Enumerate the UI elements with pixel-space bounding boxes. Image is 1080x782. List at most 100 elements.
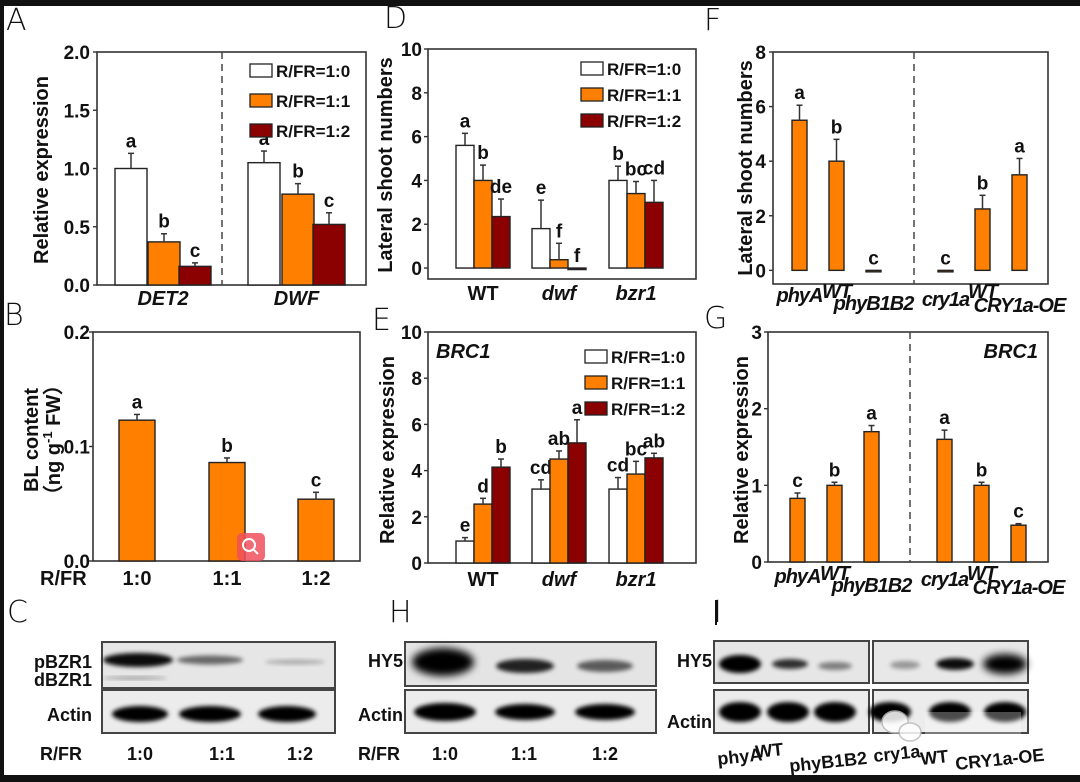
legend-swatch bbox=[249, 63, 273, 78]
x-category-label: bzr1 bbox=[615, 283, 656, 305]
bar bbox=[974, 208, 991, 272]
y-axis-unit-post: FW） bbox=[42, 375, 65, 432]
significance-letter: b bbox=[977, 173, 989, 194]
y-tick-label: 0 bbox=[755, 261, 766, 282]
legend-label: R/FR=1:2 bbox=[611, 400, 685, 419]
bar bbox=[789, 497, 806, 563]
panel-label-A: A bbox=[6, 3, 27, 38]
x-category-label: WT bbox=[820, 563, 852, 585]
lane-label: 1:2 bbox=[592, 744, 618, 764]
bar bbox=[973, 484, 990, 563]
significance-letter: b bbox=[292, 162, 304, 183]
bar bbox=[549, 458, 569, 564]
y-tick-label: 0.2 bbox=[64, 323, 90, 344]
x-category-label: phyB1B2 bbox=[831, 575, 913, 597]
significance-letter: a bbox=[939, 408, 950, 429]
bar bbox=[626, 192, 646, 269]
x-category-label: 1:2 bbox=[302, 568, 331, 590]
bar bbox=[178, 265, 212, 286]
significance-letter: b bbox=[158, 212, 170, 233]
blot-band bbox=[929, 702, 971, 722]
legend-label: R/FR=1:0 bbox=[607, 60, 681, 79]
y-tick-label: 2 bbox=[411, 215, 422, 236]
bar bbox=[491, 466, 511, 564]
legend-swatch bbox=[249, 93, 273, 108]
legend-label: R/FR=1:1 bbox=[607, 86, 681, 105]
gene-label: BRC1 bbox=[984, 341, 1038, 363]
y-tick-label: 8 bbox=[411, 84, 422, 105]
panel-label-F: F bbox=[704, 3, 721, 38]
bar bbox=[608, 179, 628, 269]
panel-label-B: B bbox=[4, 298, 24, 333]
y-tick-label: 2 bbox=[751, 400, 762, 421]
plot-frame bbox=[427, 48, 697, 280]
x-category-label: DET2 bbox=[137, 288, 188, 310]
legend-label: R/FR=1:0 bbox=[611, 348, 685, 367]
y-axis-unit-sup: -1 bbox=[40, 431, 55, 443]
x-category-label: dwf bbox=[542, 283, 579, 305]
y-tick-label: 0 bbox=[751, 553, 762, 574]
blot-band bbox=[412, 648, 474, 676]
significance-letter: b bbox=[221, 436, 233, 457]
watermark-text-area bbox=[925, 712, 1021, 738]
significance-letter: a bbox=[1014, 136, 1025, 157]
blot-band bbox=[177, 655, 243, 665]
blot-band bbox=[936, 658, 974, 670]
significance-letter: a bbox=[794, 83, 805, 104]
lane-label: 1:2 bbox=[287, 744, 313, 764]
bar bbox=[114, 167, 148, 286]
x-category-label: dwf bbox=[542, 569, 579, 591]
bar bbox=[455, 540, 475, 564]
y-tick-label: 3 bbox=[751, 323, 762, 344]
panel-label-H: H bbox=[389, 595, 412, 630]
bar bbox=[567, 267, 587, 271]
bar bbox=[865, 269, 882, 273]
significance-letter: ab bbox=[643, 431, 665, 452]
blot-band bbox=[265, 659, 325, 665]
search-icon[interactable] bbox=[237, 533, 265, 561]
blot-band bbox=[414, 703, 476, 721]
blot-band bbox=[179, 706, 241, 722]
blot-band bbox=[772, 659, 808, 669]
lane-label: 1:0 bbox=[127, 744, 153, 764]
bar bbox=[936, 438, 953, 563]
significance-letter: b bbox=[831, 117, 843, 138]
x-category-label: cry1a bbox=[922, 289, 970, 311]
blot-band bbox=[814, 702, 856, 722]
blot-band bbox=[719, 655, 761, 673]
y-tick-label: 0 bbox=[411, 554, 422, 575]
x-category-label: cry1a bbox=[921, 569, 969, 591]
x-category-label: CRY1a-OE bbox=[974, 295, 1067, 317]
search-handle bbox=[252, 548, 259, 555]
y-tick-label: 1.0 bbox=[64, 160, 90, 181]
blot-band bbox=[575, 704, 635, 720]
legend-swatch bbox=[580, 61, 604, 76]
row-label-pbzr1: pBZR1 bbox=[34, 652, 92, 672]
legend-swatch bbox=[580, 87, 604, 102]
legend-label: R/FR=1:2 bbox=[607, 112, 681, 131]
significance-letter: ab bbox=[548, 429, 570, 450]
significance-letter: bc bbox=[625, 439, 648, 460]
blot-band bbox=[495, 704, 555, 720]
significance-letter: b bbox=[829, 460, 841, 481]
bar bbox=[863, 430, 880, 563]
y-tick-label: 4 bbox=[411, 171, 422, 192]
panel-label-I: I bbox=[713, 595, 722, 630]
y-tick-label: 6 bbox=[411, 128, 422, 149]
bar bbox=[626, 473, 646, 564]
lane-label: cry1a bbox=[872, 741, 922, 766]
significance-letter: cd bbox=[530, 458, 552, 479]
legend-swatch bbox=[584, 401, 608, 416]
bar bbox=[549, 259, 569, 269]
wechat-bubble bbox=[898, 722, 922, 742]
row-label-hy5: HY5 bbox=[368, 651, 403, 671]
x-category-label: 1:0 bbox=[123, 568, 152, 590]
bar bbox=[826, 484, 843, 563]
wechat-icon bbox=[881, 710, 1021, 742]
y-tick-label: 8 bbox=[411, 369, 422, 390]
y-tick-label: 2 bbox=[411, 508, 422, 529]
bar bbox=[644, 457, 664, 564]
significance-letter: a bbox=[572, 398, 583, 419]
y-axis-unit: （ng g-1 FW） bbox=[40, 375, 65, 505]
